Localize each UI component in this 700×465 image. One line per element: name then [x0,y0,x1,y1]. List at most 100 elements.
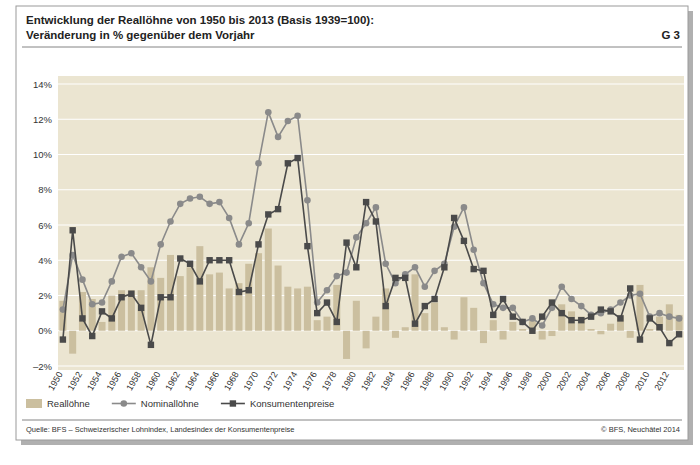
x-tick-label: 2012 [652,370,671,392]
bar [363,331,370,349]
legend-label: Konsumentenpreise [250,398,335,409]
marker [79,315,85,321]
y-tick-label: 6% [38,220,52,231]
marker [206,257,212,263]
bar [460,297,467,330]
bar [89,299,96,331]
marker [324,287,331,294]
marker [480,268,486,274]
marker [363,199,369,205]
marker [529,328,535,334]
title-rule [22,47,682,48]
bar [323,317,330,331]
marker [79,276,86,283]
marker [353,264,359,270]
bar [588,329,595,331]
y-tick-label: 2% [38,290,52,301]
marker [89,301,96,308]
x-tick-label: 1982 [359,370,378,392]
marker [500,305,507,312]
marker [138,264,145,271]
marker [343,269,350,276]
x-tick-label: 2006 [594,370,613,392]
marker [412,264,419,271]
x-tick-label: 1968 [222,370,241,392]
bar [167,255,174,331]
marker [177,255,183,261]
grid-line [58,260,684,261]
bar [255,253,262,331]
bar [69,331,76,354]
marker [382,303,388,309]
marker [353,234,360,241]
marker [333,273,340,280]
marker [656,310,663,317]
marker [128,291,134,297]
x-tick-label: 1998 [515,370,534,392]
marker [226,257,232,263]
marker [265,109,272,116]
bar [226,288,233,330]
bar [98,322,105,331]
marker [558,283,565,290]
bar [216,273,223,331]
marker [99,299,106,306]
bar [480,331,487,343]
bar [235,283,242,331]
bar [382,288,389,330]
marker [588,313,594,319]
bar [617,315,624,331]
bar [372,317,379,331]
marker [294,112,301,119]
legend-marker [120,400,127,407]
marker [451,215,457,221]
marker [510,305,517,312]
marker [138,305,144,311]
x-tick-label: 1990 [437,370,456,392]
bar [343,331,350,359]
x-tick-label: 1984 [379,370,398,392]
legend-entry: Nominallöhne [112,398,199,409]
marker [324,299,330,305]
bar [353,301,360,331]
x-tick-label: 2008 [613,370,632,392]
marker [421,283,428,290]
x-tick-label: 2000 [535,370,554,392]
marker [656,324,662,330]
grid-line [58,366,684,367]
annotation: G 3 [661,29,680,41]
y-tick-label: 0% [38,325,52,336]
bar [294,288,301,330]
marker [314,310,320,316]
marker [529,315,536,322]
marker [373,204,380,211]
x-tick-label: 1988 [418,370,437,392]
bar [118,290,125,331]
marker [559,310,565,316]
x-tick-label: 1978 [320,370,339,392]
marker [89,333,95,339]
marker [255,160,262,167]
y-tick-label: 8% [38,184,52,195]
marker [441,264,447,270]
marker [304,243,310,249]
marker [382,260,389,267]
bar [431,303,438,331]
line [63,158,679,345]
x-tick-label: 1972 [261,370,280,392]
x-tick-label: 2002 [555,370,574,392]
marker [539,322,546,329]
marker [118,294,124,300]
bar [568,311,575,330]
marker [60,336,66,342]
marker [637,336,643,342]
bar [666,304,673,330]
bar [490,320,497,331]
marker [568,296,575,303]
x-tick-label: 1986 [398,370,417,392]
bar [548,331,555,336]
marker [647,315,653,321]
bar [392,331,399,338]
marker [294,155,300,161]
marker [607,308,613,314]
